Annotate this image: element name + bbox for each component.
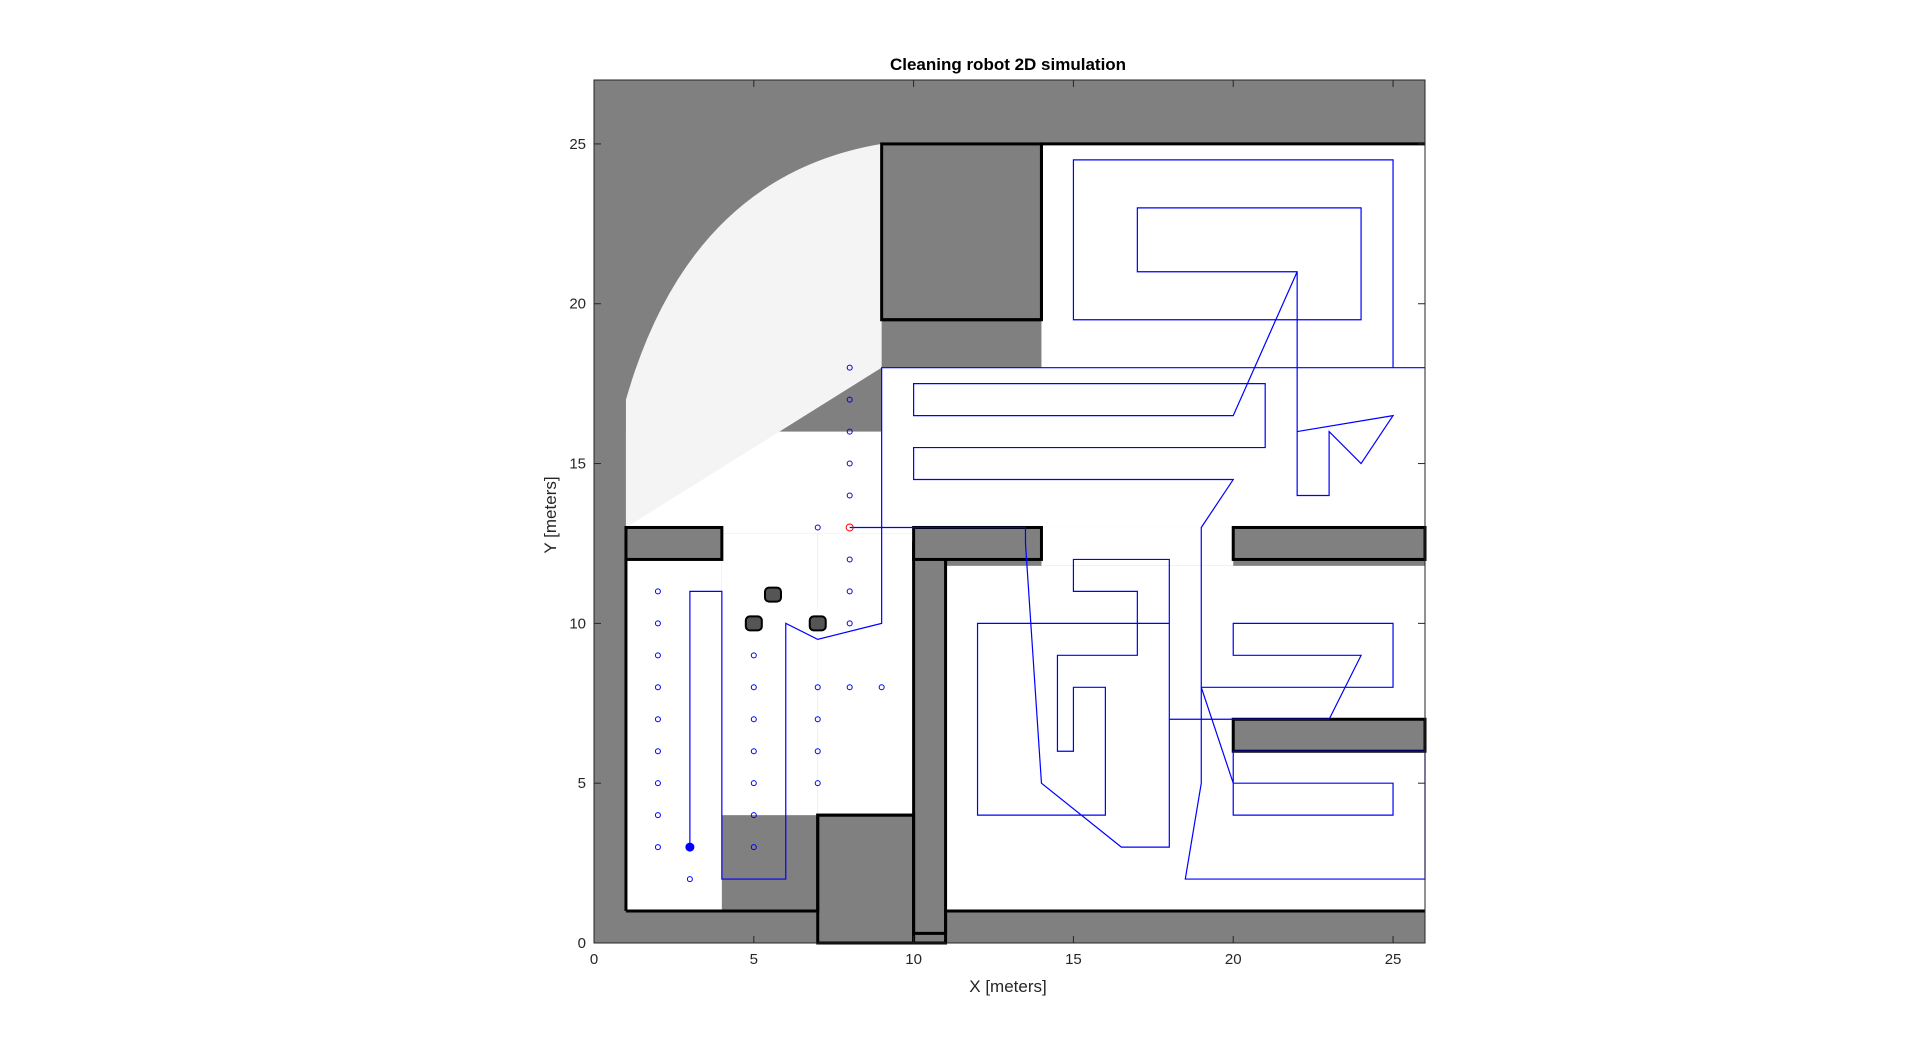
obstacle (624, 525, 724, 561)
y-tick-label: 5 (578, 775, 586, 792)
waypoint-marker (846, 556, 853, 563)
waypoint-marker (814, 780, 821, 787)
robot-path (689, 159, 1426, 880)
waypoint-marker (750, 812, 757, 819)
waypoint-marker (846, 460, 853, 467)
waypoint-marker (654, 620, 661, 627)
obstacle (1231, 717, 1427, 753)
y-tick-label: 20 (569, 296, 586, 313)
x-tick-label: 20 (1225, 951, 1242, 968)
plot-area (593, 79, 1427, 945)
obstacle-layer (624, 142, 1427, 945)
wall-segment (625, 813, 1425, 935)
waypoint-marker (750, 716, 757, 723)
waypoint-marker (654, 844, 661, 851)
waypoint-marker (654, 684, 661, 691)
obstacle (912, 541, 948, 945)
waypoint-marker (846, 364, 853, 371)
waypoint-marker (846, 684, 853, 691)
y-tick-label: 0 (578, 935, 586, 952)
waypoint-marker (750, 684, 757, 691)
waypoint-layer (654, 364, 885, 883)
waypoint-marker (814, 684, 821, 691)
pillar-obstacle (808, 615, 827, 632)
waypoint-marker (750, 780, 757, 787)
obstacle (912, 525, 1043, 561)
obstacle (1231, 525, 1427, 561)
waypoint-marker (846, 492, 853, 499)
y-axis: 0 5 10 15 20 25 (569, 136, 1425, 952)
waypoint-marker (846, 396, 853, 403)
free-space-region (1041, 143, 1425, 368)
pillar-layer (744, 586, 827, 632)
x-tick-label: 15 (1065, 951, 1082, 968)
y-tick-label: 15 (569, 456, 586, 473)
robot-position-marker (685, 842, 695, 852)
path-layer (689, 159, 1426, 880)
free-space-region (1041, 527, 1234, 566)
waypoint-marker (654, 716, 661, 723)
y-tick-label: 25 (569, 136, 586, 153)
y-axis-label: Y [meters] (541, 476, 560, 553)
target-marker (845, 523, 854, 532)
waypoint-marker (750, 748, 757, 755)
wall-segment (1039, 142, 1425, 320)
x-axis: 0 5 10 15 20 25 (590, 80, 1402, 968)
y-tick-label: 10 (569, 615, 586, 632)
scan-fade-region (625, 143, 882, 528)
waypoint-marker (686, 876, 693, 883)
waypoint-marker (814, 524, 821, 531)
waypoint-marker (654, 748, 661, 755)
free-space-region (721, 533, 818, 816)
waypoint-marker (750, 844, 757, 851)
waypoint-marker (814, 716, 821, 723)
free-space-region (817, 533, 914, 688)
x-tick-label: 0 (590, 951, 598, 968)
x-tick-label: 25 (1385, 951, 1402, 968)
free-space-region (625, 533, 722, 912)
x-tick-label: 10 (905, 951, 922, 968)
chart-title: Cleaning robot 2D simulation (890, 55, 1126, 74)
x-axis-label: X [meters] (969, 977, 1046, 996)
x-tick-label: 5 (750, 951, 758, 968)
waypoint-marker (846, 588, 853, 595)
waypoint-marker (878, 684, 885, 691)
waypoint-marker (654, 652, 661, 659)
pillar-obstacle (744, 615, 763, 632)
obstacle (880, 142, 1043, 322)
waypoint-marker (814, 748, 821, 755)
axes-frame (593, 79, 1426, 944)
waypoint-marker (654, 812, 661, 819)
obstacle (816, 813, 916, 945)
waypoint-marker (654, 780, 661, 787)
waypoint-marker (750, 652, 757, 659)
waypoint-marker (846, 620, 853, 627)
waypoint-marker (654, 588, 661, 595)
pillar-obstacle (763, 586, 782, 603)
waypoint-marker (846, 428, 853, 435)
